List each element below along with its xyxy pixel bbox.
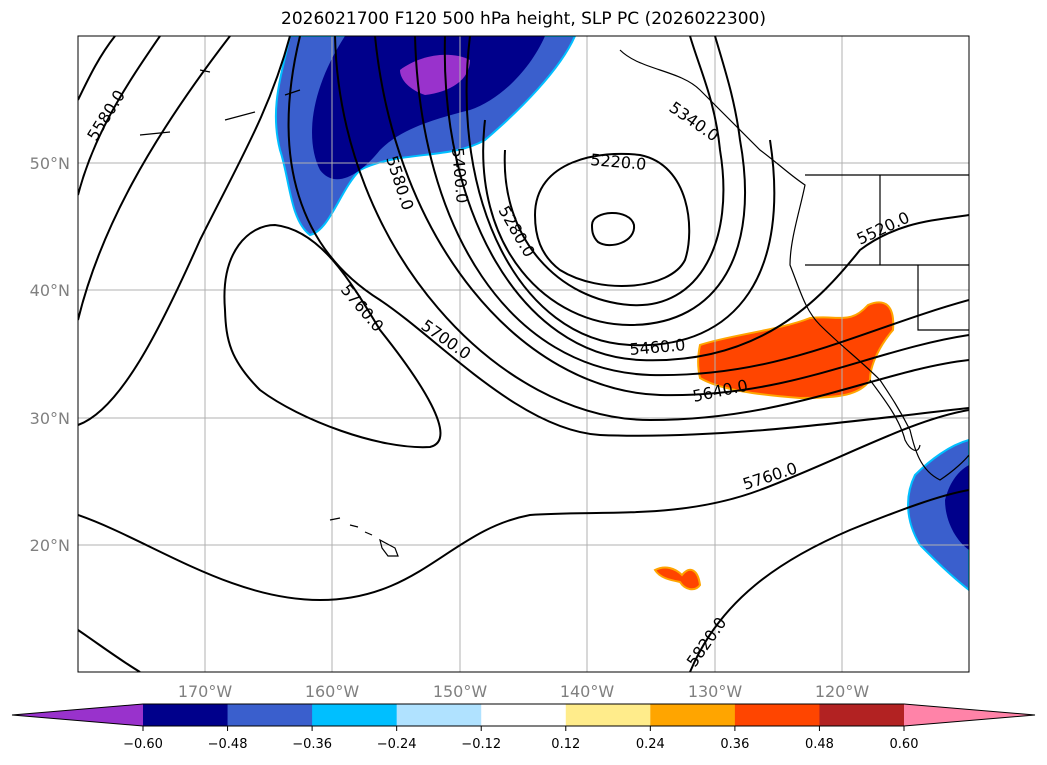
map-area: 5580.0 5340.0 5220.0 5580.0 5400.0 5280.…: [78, 36, 969, 672]
contour-label: 5760.0: [740, 458, 799, 493]
colorbar-segment: [734, 704, 820, 726]
colorbar-segment: [312, 704, 398, 726]
contour-label: 5820.0: [683, 614, 731, 671]
lon-tick: 120°W: [815, 682, 870, 701]
contour-label: 5400.0: [448, 147, 472, 204]
colorbar-segment: [819, 704, 905, 726]
lat-tick-labels: 50°N 40°N 30°N 20°N: [30, 154, 70, 555]
shaded-positive-region-small: [653, 566, 702, 591]
contour-label: 5340.0: [666, 98, 723, 146]
shaded-positive-region: [697, 301, 895, 400]
colorbar-segment: [481, 704, 567, 726]
colorbar-segment: [396, 704, 482, 726]
contour-label: 5580.0: [382, 153, 417, 212]
colorbar-extend-high: [904, 704, 1035, 726]
lat-tick: 40°N: [30, 281, 70, 300]
lon-tick: 160°W: [305, 682, 360, 701]
map-frame: [77, 35, 970, 673]
colorbar-tick-label: −0.60: [123, 737, 163, 752]
colorbar-segment: [650, 704, 736, 726]
lat-tick: 20°N: [30, 536, 70, 555]
colorbar-tick-label: −0.36: [292, 737, 332, 752]
colorbar-tick-label: −0.24: [377, 737, 417, 752]
colorbar-tick-label: 0.24: [636, 737, 665, 752]
colorbar-tick-label: −0.12: [461, 737, 501, 752]
colorbar: −0.60 −0.48 −0.36 −0.24 −0.12 0.12 0.24 0.36 0.4…: [11, 703, 1036, 752]
contour-label: 5520.0: [854, 208, 913, 249]
height-contours: [78, 36, 969, 672]
contour-label: 5700.0: [418, 316, 475, 364]
lat-tick: 50°N: [30, 154, 70, 173]
chart-title: 2026021700 F120 500 hPa height, SLP PC (…: [281, 9, 766, 29]
contour-label: 5640.0: [691, 376, 750, 406]
shaded-negative-region-core: [312, 36, 545, 180]
colorbar-tick-label: 0.12: [551, 737, 580, 752]
lon-tick: 130°W: [688, 682, 743, 701]
lon-tick: 170°W: [178, 682, 233, 701]
colorbar-tick-label: −0.48: [208, 737, 248, 752]
lat-tick: 30°N: [30, 409, 70, 428]
graticule: [78, 36, 969, 672]
colorbar-segment: [227, 704, 313, 726]
contour-label: 5460.0: [629, 335, 686, 359]
lon-tick-labels: 170°W 160°W 150°W 140°W 130°W 120°W: [178, 682, 870, 701]
contour-label: 5220.0: [590, 150, 647, 174]
shaded-negative-region-se: [907, 438, 969, 592]
colorbar-tick-label: 0.36: [720, 737, 749, 752]
coastlines: [139, 49, 969, 557]
colorbar-tick-label: 0.48: [805, 737, 834, 752]
colorbar-segment: [143, 704, 229, 726]
shaded-negative-region-se-core: [945, 465, 969, 550]
colorbar-tick-label: 0.60: [890, 737, 919, 752]
colorbar-segment: [565, 704, 651, 726]
colorbar-extend-low: [12, 704, 143, 726]
contour-label: 5580.0: [83, 87, 129, 145]
lon-tick: 150°W: [433, 682, 488, 701]
lon-tick: 140°W: [560, 682, 615, 701]
